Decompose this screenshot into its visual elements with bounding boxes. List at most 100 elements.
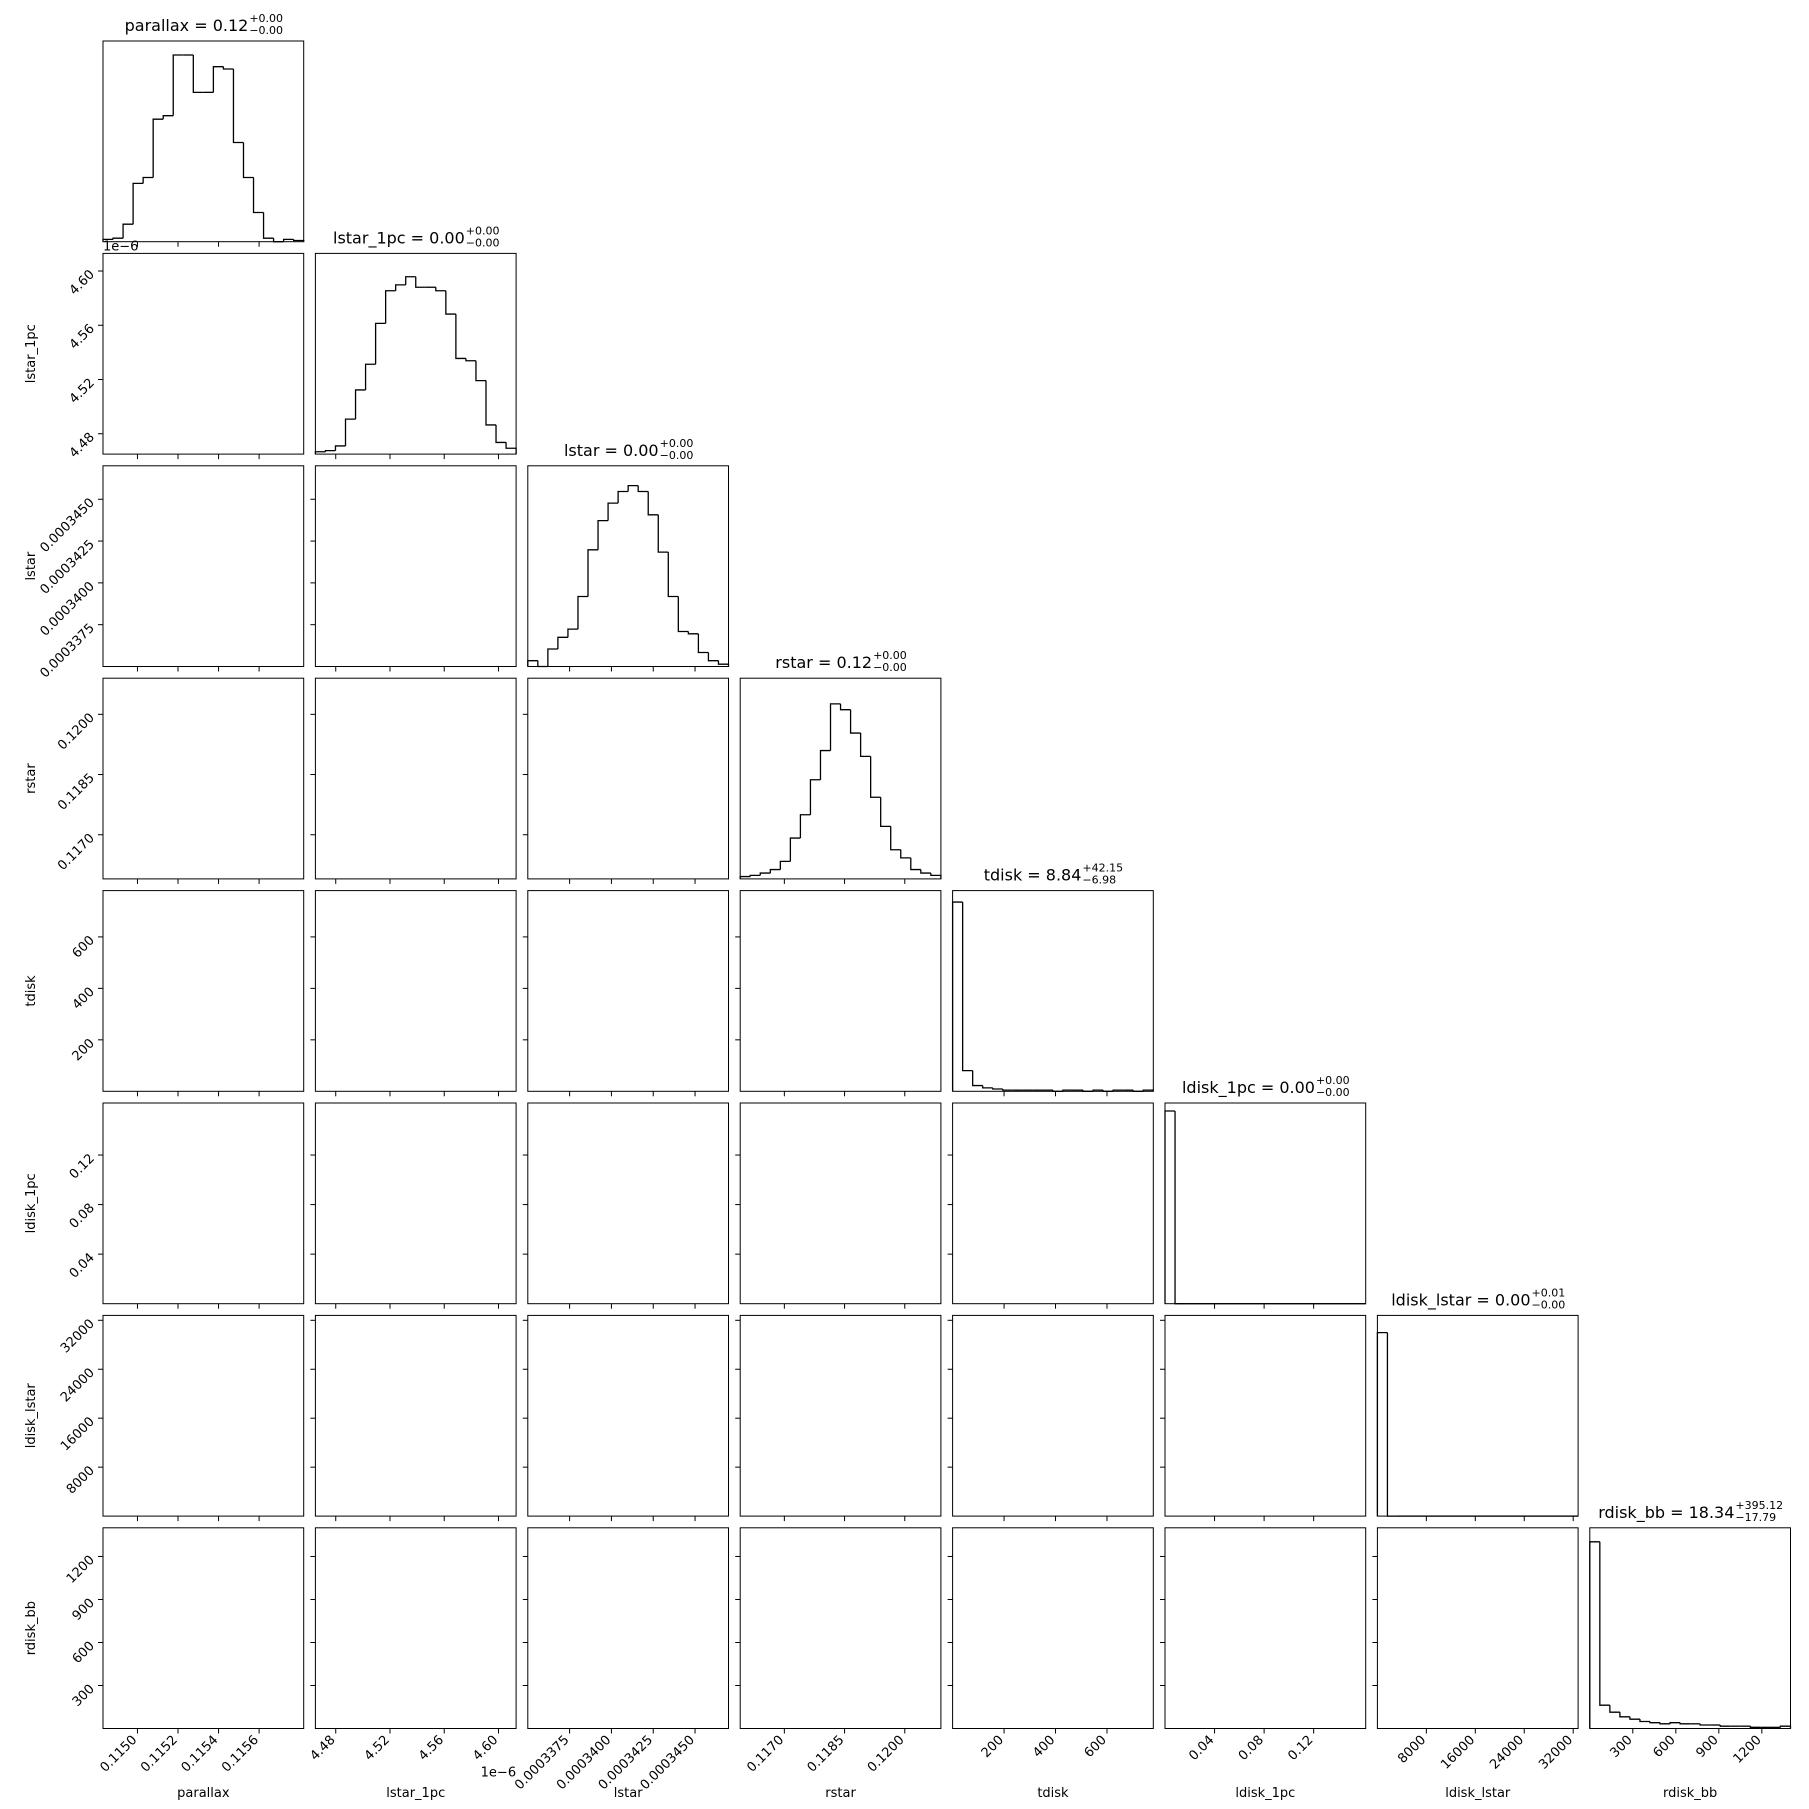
- histogram-bin: [910, 857, 921, 871]
- histogram-bin: [1669, 1722, 1681, 1724]
- panel-frame: [527, 677, 729, 880]
- title-lower-error: −0.00: [1532, 1298, 1566, 1311]
- title-upper-error: +0.00: [660, 437, 694, 450]
- panel-title: ldisk_1pc = 0.00: [1182, 1078, 1315, 1098]
- panel-frame: [527, 1102, 729, 1305]
- histogram-bin: [354, 389, 366, 420]
- histogram-bin: [262, 212, 274, 239]
- x-tick-label: 200: [979, 1733, 1007, 1761]
- histogram-bin: [617, 490, 629, 504]
- panel-frame: [102, 40, 305, 243]
- histogram-bin: [1174, 1111, 1186, 1305]
- histogram-bin: [1164, 1110, 1176, 1304]
- x-tick-label: 0.1170: [744, 1733, 787, 1776]
- panel-title: rstar = 0.12: [775, 653, 872, 672]
- histogram-bin: [1719, 1725, 1731, 1727]
- title-upper-error: +395.12: [1735, 1499, 1783, 1512]
- histogram-bin: [1679, 1722, 1691, 1725]
- x-tick-label: 1200: [1731, 1733, 1765, 1767]
- histogram-bin: [1639, 1719, 1651, 1723]
- histogram-bin: [364, 363, 376, 390]
- title-lower-error: −0.00: [1316, 1086, 1350, 1099]
- panel-frame: [314, 1102, 517, 1305]
- histogram-bin: [132, 182, 144, 225]
- x-axis-label: tdisk: [1037, 1786, 1069, 1801]
- histogram-bin: [222, 66, 234, 70]
- panel-frame: [102, 252, 305, 455]
- histogram-bin: [900, 849, 911, 859]
- x-axis-label: rdisk_bb: [1663, 1786, 1717, 1801]
- y-tick-label: 16000: [58, 1414, 98, 1454]
- histogram-bin: [1062, 1089, 1074, 1092]
- histogram-bin: [1102, 1090, 1114, 1092]
- histogram-bin: [607, 502, 619, 521]
- histogram-bin: [1619, 1712, 1630, 1718]
- x-tick-label: 300: [1607, 1733, 1635, 1761]
- histogram-bin: [537, 660, 548, 668]
- histogram-bin: [1589, 1541, 1600, 1729]
- title-upper-error: +0.00: [873, 649, 907, 662]
- title-lower-error: −0.00: [466, 236, 500, 249]
- histogram-bin: [527, 660, 538, 667]
- histogram-bin: [890, 826, 901, 851]
- panel-frame: [1376, 1314, 1579, 1517]
- x-tick-label: 32000: [1536, 1733, 1576, 1773]
- x-offset-label: 1e−6: [481, 1766, 516, 1781]
- histogram-bin: [112, 237, 124, 240]
- histogram-bin: [627, 484, 639, 492]
- histogram-bin: [152, 118, 164, 178]
- panel-frame: [952, 890, 1154, 1092]
- histogram-bin: [759, 872, 771, 876]
- histogram-bin: [505, 442, 517, 455]
- histogram-bin: [567, 628, 578, 638]
- panel-frame: [102, 1314, 305, 1517]
- title-upper-error: +0.00: [466, 224, 500, 237]
- x-tick-label: 4.48: [307, 1733, 338, 1764]
- histogram-bin: [982, 1085, 993, 1089]
- y-axis-label: ldisk_1pc: [24, 1173, 39, 1233]
- histogram-bin: [282, 238, 294, 242]
- histogram-bin: [657, 514, 669, 553]
- histogram-bin: [1142, 1089, 1154, 1092]
- y-tick-label: 600: [70, 933, 98, 961]
- y-tick-label: 400: [70, 985, 98, 1013]
- y-offset-label: 1e−6: [103, 239, 138, 254]
- panel-frame: [952, 1314, 1154, 1517]
- y-axis-label: tdisk: [24, 975, 39, 1007]
- y-tick-label: 0.1170: [55, 831, 98, 874]
- histogram-bin: [1659, 1722, 1671, 1725]
- histogram-bin: [1092, 1089, 1104, 1092]
- histogram-bin: [344, 418, 356, 446]
- x-tick-label: 0.04: [1186, 1733, 1217, 1764]
- histogram-bin: [1699, 1723, 1711, 1726]
- y-axis-label: lstar: [24, 551, 39, 580]
- histogram-bin: [961, 902, 973, 1072]
- histogram-bin: [122, 223, 134, 239]
- histogram-bin: [1649, 1721, 1661, 1724]
- panel-frame: [952, 1527, 1154, 1730]
- panel-title: parallax = 0.12: [125, 16, 249, 35]
- y-tick-label: 0.04: [67, 1250, 98, 1281]
- panel-frame: [314, 1314, 517, 1517]
- x-tick-label: 4.60: [470, 1733, 501, 1764]
- histogram-bin: [749, 874, 761, 877]
- x-tick-label: 16000: [1438, 1733, 1478, 1773]
- histogram-bin: [647, 491, 659, 516]
- panel-title: lstar_1pc = 0.00: [333, 228, 465, 248]
- panel-frame: [1164, 1527, 1367, 1730]
- histogram-bin: [1082, 1090, 1094, 1092]
- panel-title: lstar = 0.00: [564, 441, 659, 460]
- histogram-bin: [172, 54, 184, 116]
- histogram-bin: [1052, 1090, 1063, 1092]
- histogram-bin: [192, 55, 204, 93]
- x-tick-label: 400: [1030, 1733, 1058, 1761]
- panel-frame: [102, 677, 305, 880]
- title-upper-error: +42.15: [1082, 862, 1123, 875]
- panel-frame: [739, 677, 942, 880]
- x-tick-label: 24000: [1487, 1733, 1527, 1773]
- x-axis-label: lstar_1pc: [386, 1786, 445, 1801]
- y-tick-label: 4.52: [67, 376, 98, 407]
- x-tick-label: 4.56: [416, 1733, 447, 1764]
- x-tick-label: 0.1154: [179, 1733, 222, 1776]
- histogram-bin: [232, 69, 244, 144]
